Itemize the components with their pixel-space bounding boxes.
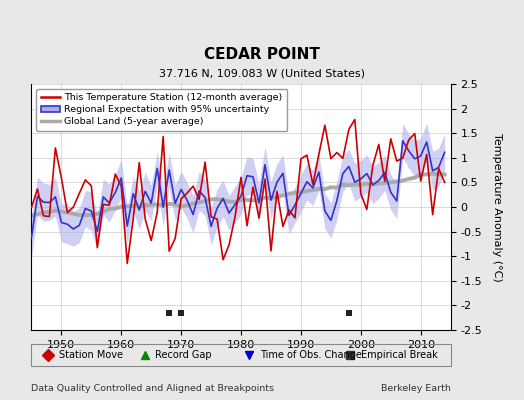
Text: Time of Obs. Change: Time of Obs. Change [260,350,362,360]
Text: Station Move: Station Move [59,350,123,360]
Text: Record Gap: Record Gap [155,350,212,360]
Legend: This Temperature Station (12-month average), Regional Expectation with 95% uncer: This Temperature Station (12-month avera… [36,89,288,131]
Text: Empirical Break: Empirical Break [361,350,437,360]
Y-axis label: Temperature Anomaly (°C): Temperature Anomaly (°C) [492,133,501,281]
Text: 37.716 N, 109.083 W (United States): 37.716 N, 109.083 W (United States) [159,68,365,78]
Text: CEDAR POINT: CEDAR POINT [204,47,320,62]
Text: Berkeley Earth: Berkeley Earth [381,384,451,393]
Text: Data Quality Controlled and Aligned at Breakpoints: Data Quality Controlled and Aligned at B… [31,384,275,393]
